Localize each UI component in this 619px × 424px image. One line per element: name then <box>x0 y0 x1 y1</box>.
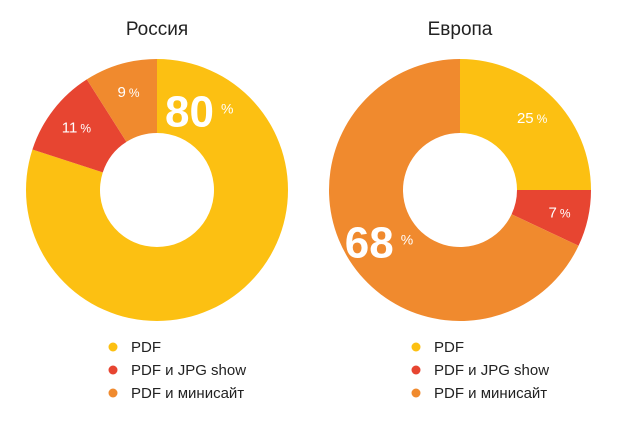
slice-unit: % <box>401 231 413 247</box>
slice-value: 7 <box>549 204 557 221</box>
slice-label: 80% <box>165 88 233 137</box>
slice-pdf-mini <box>329 59 579 321</box>
legend-label: PDF и JPG show <box>131 362 246 379</box>
chart-title: Европа <box>428 19 493 40</box>
slice-label: 7% <box>549 204 571 221</box>
legend-marker-pdf-jpg <box>411 365 421 375</box>
slice-value: 9 <box>118 84 126 101</box>
legend: PDF PDF и JPG show PDF и минисайт <box>411 339 549 402</box>
legend-marker-pdf <box>108 342 118 352</box>
legend-label: PDF и минисайт <box>434 385 547 402</box>
slice-pdf <box>25 59 289 321</box>
slice-pdf-jpg <box>32 79 127 173</box>
legend-marker-pdf-mini <box>411 388 421 398</box>
slice-value: 80 <box>165 88 214 137</box>
slice-pdf-mini <box>86 59 157 142</box>
slice-unit: % <box>537 112 548 126</box>
legend-marker-pdf-jpg <box>108 365 118 375</box>
legend-label: PDF и JPG show <box>434 362 549 379</box>
slice-label: 68% <box>345 218 413 267</box>
slice-unit: % <box>80 121 91 135</box>
slice-label: 25% <box>517 110 548 127</box>
slice-unit: % <box>560 206 571 220</box>
slice-value: 25 <box>517 110 534 127</box>
legend-marker-pdf-mini <box>108 388 118 398</box>
slice-value: 68 <box>345 218 394 267</box>
slice-pdf <box>460 59 591 190</box>
slice-value: 11 <box>62 119 78 136</box>
slice-pdf-jpg <box>511 190 591 246</box>
legend: PDF PDF и JPG show PDF и минисайт <box>108 339 246 402</box>
slice-label: 9% <box>118 84 140 101</box>
slice-label: 11% <box>62 119 92 136</box>
slice-unit: % <box>129 86 140 100</box>
legend-marker-pdf <box>411 342 421 352</box>
slice-unit: % <box>221 101 233 117</box>
chart-title: Россия <box>126 19 188 40</box>
legend-label: PDF <box>131 339 161 356</box>
legend-label: PDF и минисайт <box>131 385 244 402</box>
legend-label: PDF <box>434 339 464 356</box>
